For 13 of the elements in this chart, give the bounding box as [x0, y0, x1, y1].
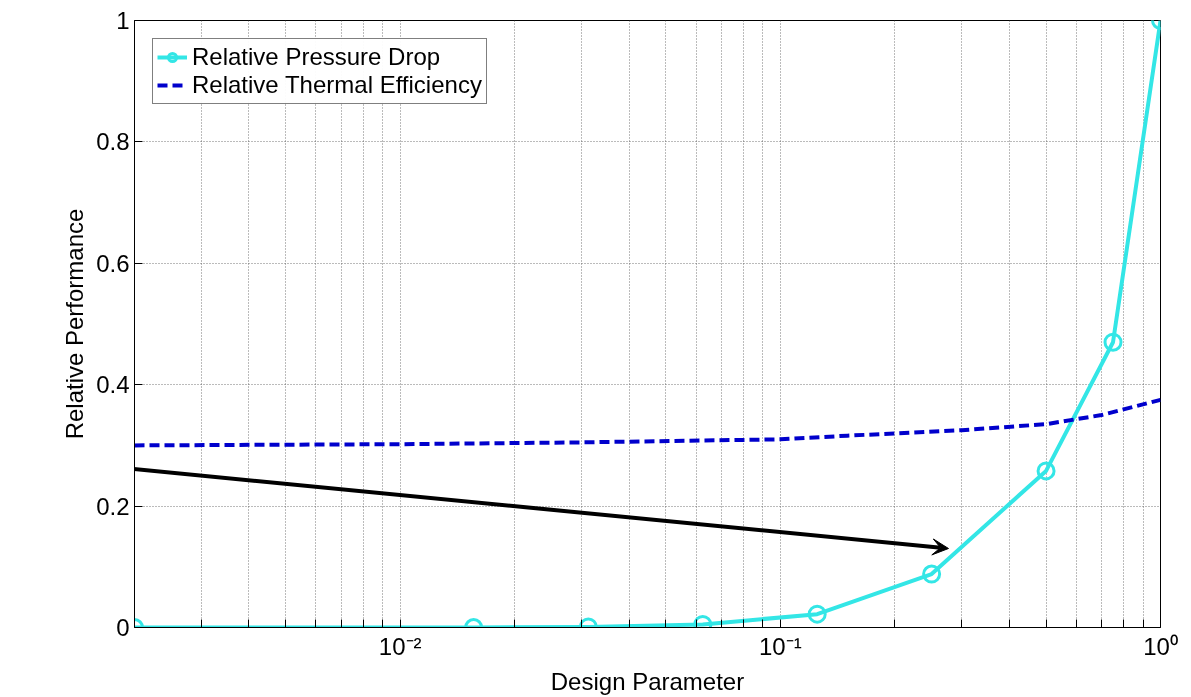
y-tick-label: 0: [116, 614, 130, 641]
y-tick-label: 1: [116, 7, 130, 34]
y-tick-label: 0.8: [96, 128, 130, 156]
y-tick-label: 0.6: [96, 249, 130, 277]
legend-label: Relative Thermal Efficiency: [192, 71, 482, 99]
x-tick-label: 10⁻²: [378, 632, 422, 660]
legend-label: Relative Pressure Drop: [192, 43, 441, 71]
y-tick-label: 0.2: [96, 492, 130, 520]
y-axis-title: Relative Performance: [61, 208, 89, 440]
x-tick-label: 10⁻¹: [759, 632, 802, 660]
y-tick-label: 0.4: [96, 371, 130, 399]
x-axis-title: Design Parameter: [550, 667, 745, 695]
x-tick-label: 10⁰: [1143, 632, 1178, 660]
